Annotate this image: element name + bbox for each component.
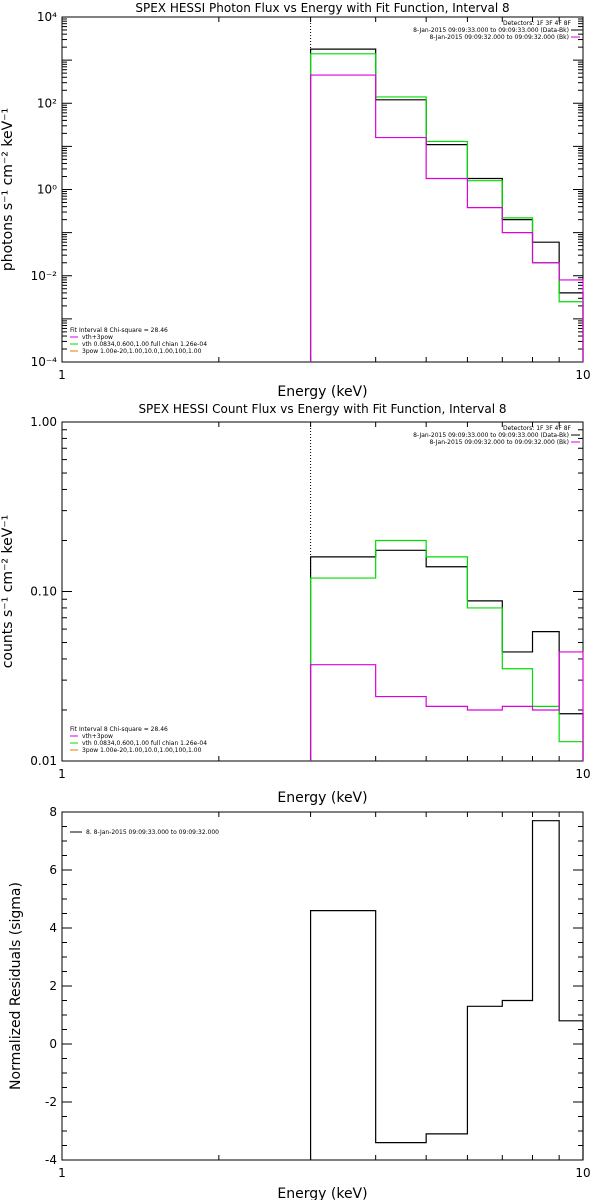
y-tick-label: -4 [45, 1153, 57, 1167]
legend-header: Detectors: 1F 3F 4F 8F [503, 20, 572, 27]
x-tick-label: 10 [575, 1166, 590, 1180]
x-tick-label: 1 [58, 767, 66, 781]
chart-panel-3: 1 10 -4 -2 0 2 4 6 8 Energy (keV) Normalized Resid… [8, 805, 591, 1202]
y-axis-label: photons s⁻¹ cm⁻² keV⁻¹ [0, 108, 16, 271]
y-tick-label: 10⁻⁴ [31, 355, 58, 369]
y-tick-label: 1.00 [30, 415, 57, 429]
y-tick-label: 10² [37, 96, 57, 110]
y-tick-label: 6 [49, 863, 57, 877]
legend-item: 8-Jan-2015 09:09:33.000 to 09:09:33.000 … [413, 27, 569, 34]
series-line-1 [309, 48, 584, 362]
fit-legend-item: 3pow 1.00e-20,1.00,10.0,1.00,100,1.00 [82, 348, 202, 355]
fit-legend-item: vth+3pow [82, 334, 113, 341]
plot-frame [61, 16, 584, 363]
y-tick-label: 0 [49, 1037, 57, 1051]
series-line-1 [309, 549, 584, 761]
legend-item: 8-Jan-2015 09:09:32.000 to 09:09:32.000 … [429, 34, 569, 41]
legend-item: 8. 8-Jan-2015 09:09:33.000 to 09:09:32.0… [86, 829, 219, 836]
fit-legend-item: vth+3pow [82, 733, 113, 740]
x-tick-label: 10 [575, 368, 590, 382]
x-tick-label: 10 [575, 767, 590, 781]
chart-title: SPEX HESSI Photon Flux vs Energy with Fi… [135, 1, 509, 15]
plot-frame [61, 421, 584, 762]
chart-panel-2: SPEX HESSI Count Flux vs Energy with Fit… [0, 402, 591, 806]
y-tick-label: 10⁻² [31, 269, 58, 283]
y-tick-label: 2 [49, 979, 57, 993]
chart-panel-1: SPEX HESSI Photon Flux vs Energy with Fi… [0, 1, 591, 400]
chart-title: SPEX HESSI Count Flux vs Energy with Fit… [138, 402, 506, 416]
fit-legend-header: Fit Interval 8 Chi-square = 28.46 [70, 726, 168, 733]
y-tick-label: 4 [49, 921, 57, 935]
y-tick-label: 10⁰ [37, 183, 57, 197]
y-axis-label: Normalized Residuals (sigma) [8, 882, 24, 1090]
fit-legend-item: 3pow 1.00e-20,1.00,10.0,1.00,100,1.00 [82, 747, 202, 754]
series-line-2 [309, 53, 584, 362]
x-axis-label: Energy (keV) [277, 384, 367, 400]
x-tick-label: 1 [58, 1166, 66, 1180]
fit-legend-item: vth 0.0834,0.600,1.00 full chian 1.26e-0… [82, 740, 207, 747]
y-tick-label: -2 [45, 1095, 57, 1109]
series-line-2 [309, 539, 584, 761]
y-axis-label: counts s⁻¹ cm⁻² keV⁻¹ [0, 515, 16, 669]
series-line-3 [309, 651, 584, 761]
x-tick-label: 1 [58, 368, 66, 382]
legend-item: 8-Jan-2015 09:09:32.000 to 09:09:32.000 … [429, 439, 569, 446]
fit-legend-header: Fit Interval 8 Chi-square = 28.46 [70, 327, 168, 334]
y-tick-label: 0.10 [30, 585, 57, 599]
plot-frame [61, 811, 584, 1161]
legend-header: Detectors: 1F 3F 4F 8F [503, 425, 572, 432]
y-tick-label: 0.01 [30, 754, 57, 768]
legend-item: 8-Jan-2015 09:09:33.000 to 09:09:33.000 … [413, 432, 569, 439]
fit-legend-item: vth 0.0834,0.600,1.00 full chian 1.26e-0… [82, 341, 207, 348]
x-axis-label: Energy (keV) [277, 790, 367, 806]
x-axis-label: Energy (keV) [277, 1186, 367, 1200]
series-line-1 [309, 820, 584, 1160]
y-tick-label: 10⁴ [37, 10, 57, 24]
series-line-3 [309, 74, 584, 362]
y-tick-label: 8 [49, 805, 57, 819]
